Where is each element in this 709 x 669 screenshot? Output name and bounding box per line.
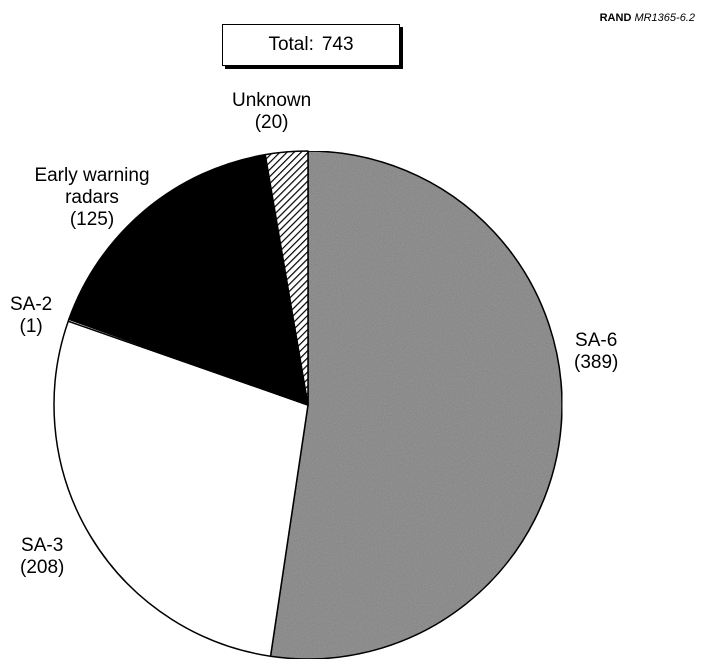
slice-label-sa2: SA-2 (1) — [10, 294, 53, 337]
total-label: Total: — [268, 34, 314, 55]
pie-slice-unknown — [264, 150, 309, 406]
slice-label-early-warning-radars: Early warning radars (125) — [34, 165, 150, 230]
pie-slice-sa-3 — [53, 320, 309, 657]
total-value: 743 — [321, 34, 354, 55]
pie-slice-early-warning-radars — [68, 153, 309, 406]
figure-reference: RAND MR1365-6.2 — [600, 12, 695, 24]
pie-slice-sa-6 — [269, 150, 563, 660]
report-id: MR1365-6.2 — [634, 12, 695, 24]
publisher-label: RAND — [599, 12, 632, 24]
slice-label-sa6: SA-6 (389) — [574, 330, 619, 373]
total-box: Total: 743 — [222, 24, 400, 66]
slice-label-unknown: Unknown (20) — [232, 90, 312, 133]
slice-label-sa3: SA-3 (208) — [20, 535, 65, 578]
